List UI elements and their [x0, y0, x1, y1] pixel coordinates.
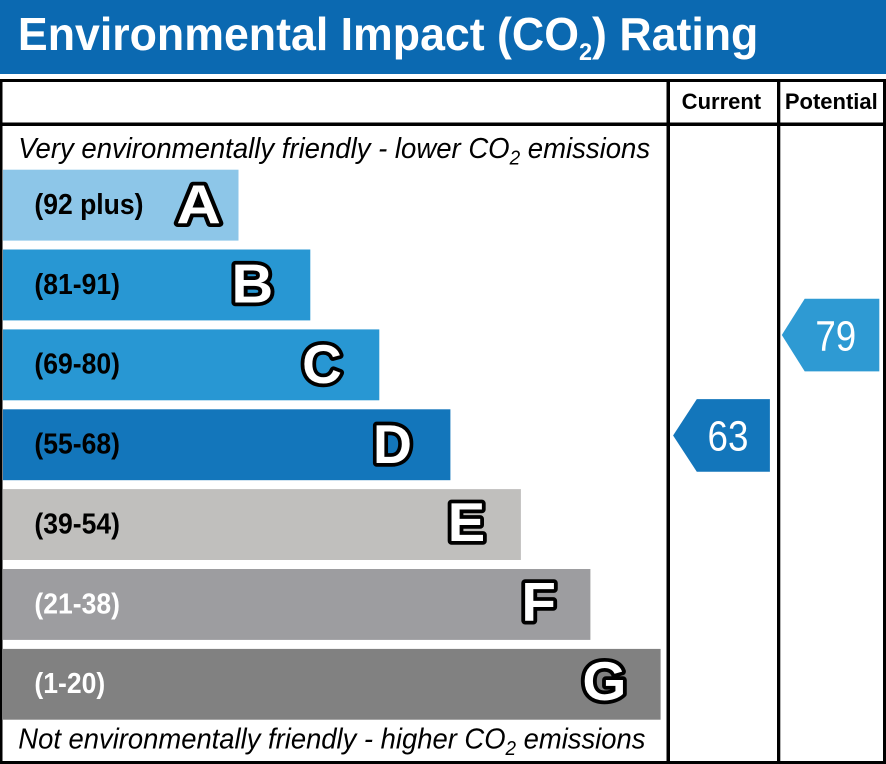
svg-text:Current: Current	[682, 89, 762, 114]
svg-text:A: A	[176, 174, 220, 235]
svg-text:F: F	[521, 571, 556, 633]
svg-text:E: E	[448, 492, 485, 553]
svg-text:(69-80): (69-80)	[34, 348, 120, 380]
svg-text:Very environmentally friendly: Very environmentally friendly - lower CO…	[18, 131, 650, 169]
svg-text:D: D	[373, 413, 412, 475]
svg-text:(21-38): (21-38)	[34, 587, 120, 619]
svg-text:Environmental Impact (CO2) Rat: Environmental Impact (CO2) Rating	[18, 8, 758, 66]
svg-text:(81-91): (81-91)	[34, 268, 120, 300]
svg-text:63: 63	[708, 413, 749, 460]
svg-text:(55-68): (55-68)	[34, 427, 120, 459]
svg-text:B: B	[231, 253, 273, 314]
svg-text:(92 plus): (92 plus)	[34, 188, 143, 220]
svg-text:C: C	[302, 333, 342, 395]
svg-text:(1-20): (1-20)	[34, 667, 105, 699]
svg-text:79: 79	[815, 313, 856, 360]
svg-text:G: G	[582, 650, 626, 712]
svg-text:(39-54): (39-54)	[34, 507, 120, 539]
svg-text:Not environmentally friendly -: Not environmentally friendly - higher CO…	[18, 722, 645, 760]
svg-text:Potential: Potential	[785, 89, 878, 114]
